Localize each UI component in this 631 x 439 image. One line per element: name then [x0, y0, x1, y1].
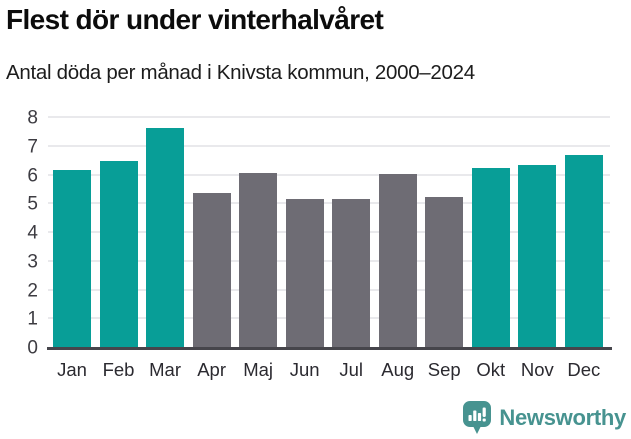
x-axis-line — [47, 347, 612, 350]
y-axis-labels: 0 1 2 3 4 5 6 7 8 — [0, 109, 38, 358]
bar-apr — [192, 192, 231, 348]
y-tick-label-3: 3 — [27, 251, 38, 273]
x-tick-label-jul: Jul — [339, 359, 364, 380]
y-tick-label-7: 7 — [27, 136, 38, 158]
chart-title: Flest dör under vinterhalvåret — [6, 4, 384, 35]
x-tick-label-okt: Okt — [476, 359, 506, 380]
gridline-3 — [48, 259, 610, 262]
bar-aug — [378, 174, 417, 348]
y-tick-label-0: 0 — [27, 337, 38, 359]
x-tick-label-jan: Jan — [57, 359, 87, 380]
gridline-6 — [48, 173, 610, 176]
x-tick-label-maj: Maj — [243, 359, 274, 380]
gridline-5 — [48, 202, 610, 205]
bar-maj — [239, 172, 278, 348]
bar-dec — [564, 155, 603, 348]
bar-sep — [425, 197, 464, 348]
bar-jul — [332, 198, 371, 348]
bar-feb — [99, 161, 138, 348]
gridline-7 — [48, 144, 610, 147]
bar-jun — [285, 198, 324, 348]
bar-chart-speech-bubble-icon — [463, 401, 492, 434]
y-tick-label-2: 2 — [27, 280, 38, 301]
chart-subtitle: Antal döda per månad i Knivsta kommun, 2… — [6, 61, 475, 84]
brand-name: Newsworthy — [499, 404, 626, 430]
gridline-1 — [48, 317, 610, 320]
y-tick-label-5: 5 — [27, 193, 38, 215]
y-tick-label-4: 4 — [27, 222, 38, 244]
x-tick-label-nov: Nov — [520, 359, 554, 380]
gridline-4 — [48, 231, 610, 233]
y-tick-label-8: 8 — [27, 107, 38, 129]
bar-mar — [146, 128, 185, 348]
bars-container — [48, 118, 610, 348]
gridline-2 — [48, 288, 610, 291]
x-tick-label-apr: Apr — [197, 359, 226, 380]
x-tick-label-aug: Aug — [381, 359, 415, 380]
brand-footer: Newsworthy — [462, 400, 626, 435]
x-tick-label-jun: Jun — [289, 359, 320, 380]
bar-okt — [471, 168, 510, 348]
bar-nov — [518, 165, 557, 348]
x-tick-label-dec: Dec — [567, 359, 601, 380]
x-axis-labels: Jan Feb Mar Apr Maj Jun Jul Aug Sep Okt Nov Dec — [48, 359, 610, 381]
gridline-8 — [48, 116, 610, 118]
bar-jan — [53, 169, 91, 348]
y-tick-label-1: 1 — [27, 308, 38, 330]
x-tick-label-feb: Feb — [102, 359, 135, 380]
x-tick-label-mar: Mar — [149, 359, 181, 380]
plot-area — [47, 116, 612, 350]
x-tick-label-sep: Sep — [427, 359, 461, 380]
y-tick-label-6: 6 — [27, 165, 38, 186]
